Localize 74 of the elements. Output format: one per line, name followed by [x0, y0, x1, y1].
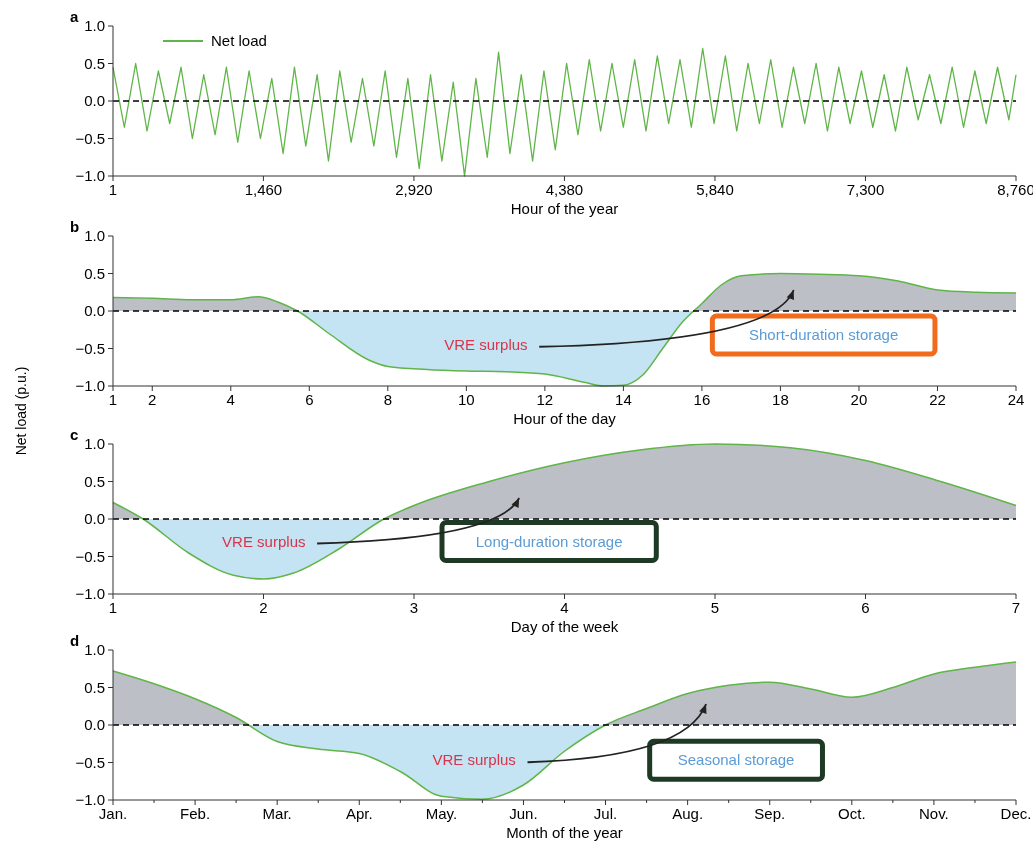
x-tick-label: Jul.: [593, 805, 618, 822]
chart-title: a: [70, 8, 79, 25]
y-tick-label: 1.0: [84, 435, 105, 452]
x-tick-label: 20: [850, 391, 868, 408]
x-tick-label: 4: [560, 599, 569, 616]
y-axis-title: Net load (p.u.): [13, 366, 29, 456]
x-tick-label: 22: [929, 391, 946, 408]
y-tick-label: 0.5: [84, 264, 105, 282]
x-tick-label: Nov.: [919, 805, 949, 822]
y-tick-label: 1.0: [84, 641, 105, 658]
x-tick-label: 1,460: [244, 181, 283, 198]
chart-title: c: [70, 426, 79, 443]
x-axis-title: Month of the year: [506, 824, 623, 841]
y-tick-label: 1.0: [84, 227, 105, 244]
x-tick-label: 3: [409, 599, 419, 616]
annotation: Short-duration storage: [749, 326, 899, 343]
x-tick-label: 6: [861, 599, 870, 616]
x-tick-label: 12: [536, 391, 554, 408]
y-tick-label: 0.5: [84, 678, 105, 696]
x-axis-title: Hour of the year: [510, 200, 619, 217]
x-tick-label: 1: [108, 599, 118, 616]
x-tick-label: 7,300: [846, 181, 885, 198]
y-tick-label: −0.5: [75, 753, 105, 771]
x-axis-title: Day of the week: [510, 618, 619, 635]
y-tick-label: 0.0: [84, 510, 105, 527]
x-tick-label: 8: [383, 391, 392, 408]
x-tick-label: 16: [693, 391, 711, 408]
x-tick-label: Apr.: [345, 805, 373, 822]
y-tick-label: 0.5: [84, 54, 105, 72]
x-tick-label: May.: [425, 805, 458, 822]
annotation: VRE surplus: [444, 335, 528, 353]
x-tick-label: 1: [108, 391, 118, 408]
x-tick-label: 4: [226, 391, 235, 408]
x-tick-label: 2: [259, 599, 268, 616]
legend-label: Net load: [211, 32, 267, 49]
x-tick-label: 24: [1007, 391, 1025, 408]
x-tick-label: 1: [108, 181, 118, 198]
x-tick-label: Dec.: [1000, 805, 1032, 822]
y-tick-label: −1.0: [75, 377, 105, 394]
x-tick-label: 5,840: [696, 181, 734, 198]
y-tick-label: 0.0: [84, 92, 105, 109]
y-tick-label: −0.5: [75, 339, 105, 357]
x-tick-label: 14: [615, 391, 632, 408]
x-tick-label: 18: [772, 391, 789, 408]
x-tick-label: 6: [305, 391, 314, 408]
y-tick-label: 1.0: [84, 17, 105, 34]
annotation: VRE surplus: [222, 532, 306, 550]
x-tick-label: 4,380: [545, 181, 584, 198]
chart-title: d: [70, 632, 80, 649]
annotation: Seasonal storage: [677, 751, 795, 769]
y-tick-label: −1.0: [75, 167, 105, 184]
x-tick-label: 2: [148, 391, 157, 408]
x-tick-label: Jun.: [509, 805, 538, 822]
x-tick-label: Jan.: [98, 805, 128, 822]
x-tick-label: Sep.: [754, 805, 786, 822]
x-tick-label: Mar.: [262, 805, 292, 822]
x-tick-label: 7: [1011, 599, 1021, 616]
annotation: VRE surplus: [432, 751, 516, 769]
annotation: Long-duration storage: [475, 532, 623, 550]
x-axis-title: Hour of the day: [513, 410, 617, 427]
x-tick-label: Feb.: [180, 805, 211, 822]
x-tick-label: 2,920: [395, 181, 433, 198]
y-tick-label: 0.0: [84, 716, 105, 733]
y-tick-label: 0.5: [84, 472, 105, 490]
x-tick-label: 5: [710, 599, 720, 616]
x-tick-label: Aug.: [672, 805, 704, 822]
y-tick-label: −0.5: [75, 547, 105, 565]
y-tick-label: −1.0: [75, 585, 105, 602]
y-tick-label: −1.0: [75, 791, 105, 808]
x-tick-label: 10: [458, 391, 475, 408]
chart-title: b: [70, 218, 80, 235]
y-tick-label: 0.0: [84, 302, 105, 319]
x-tick-label: Oct.: [838, 805, 866, 822]
y-tick-label: −0.5: [75, 129, 105, 147]
